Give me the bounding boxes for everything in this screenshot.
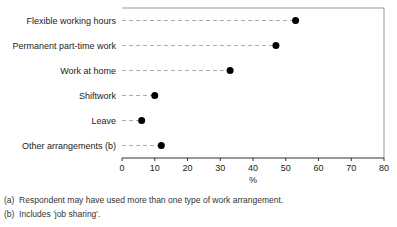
x-tick-label: 30 xyxy=(215,163,225,173)
y-tick-label: Shiftwork xyxy=(79,91,117,101)
chart: 0 10 20 30 40 50 60 70 80% Flexible working hours… xyxy=(0,0,397,227)
x-tick xyxy=(351,158,352,161)
x-tick-label: 70 xyxy=(346,163,356,173)
dot xyxy=(227,67,234,74)
y-tick-label: Other arrangements (b) xyxy=(22,141,116,151)
frame-top xyxy=(122,8,384,9)
x-tick xyxy=(384,158,385,161)
dot xyxy=(272,42,279,49)
x-tick xyxy=(154,158,155,161)
x-tick-label: 20 xyxy=(182,163,192,173)
stem xyxy=(122,70,230,71)
y-tick-label: Flexible working hours xyxy=(26,16,116,26)
x-tick xyxy=(253,158,254,161)
x-axis-label: % xyxy=(249,175,257,185)
y-tick-label: Permanent part-time work xyxy=(12,41,116,51)
dot xyxy=(138,117,145,124)
stem xyxy=(122,95,155,96)
x-tick xyxy=(220,158,221,161)
stem xyxy=(122,45,276,46)
footnote: (a) Respondent may have used more than o… xyxy=(4,195,283,205)
y-tick-label: Leave xyxy=(91,116,116,126)
y-tick-label: Work at home xyxy=(60,66,116,76)
x-tick xyxy=(318,158,319,161)
x-tick-label: 50 xyxy=(281,163,291,173)
x-tick-label: 60 xyxy=(313,163,323,173)
x-tick xyxy=(122,158,123,161)
x-tick-label: 10 xyxy=(150,163,160,173)
x-tick-label: 0 xyxy=(119,163,124,173)
dot xyxy=(292,17,299,24)
stem xyxy=(122,145,161,146)
x-tick-label: 80 xyxy=(379,163,389,173)
dot xyxy=(158,142,165,149)
x-tick-label: 40 xyxy=(248,163,258,173)
dot xyxy=(151,92,158,99)
x-tick xyxy=(187,158,188,161)
x-tick xyxy=(285,158,286,161)
footnote: (b) Includes 'job sharing'. xyxy=(4,209,100,219)
frame-right xyxy=(384,8,385,158)
marks xyxy=(122,17,299,149)
stem xyxy=(122,20,296,21)
